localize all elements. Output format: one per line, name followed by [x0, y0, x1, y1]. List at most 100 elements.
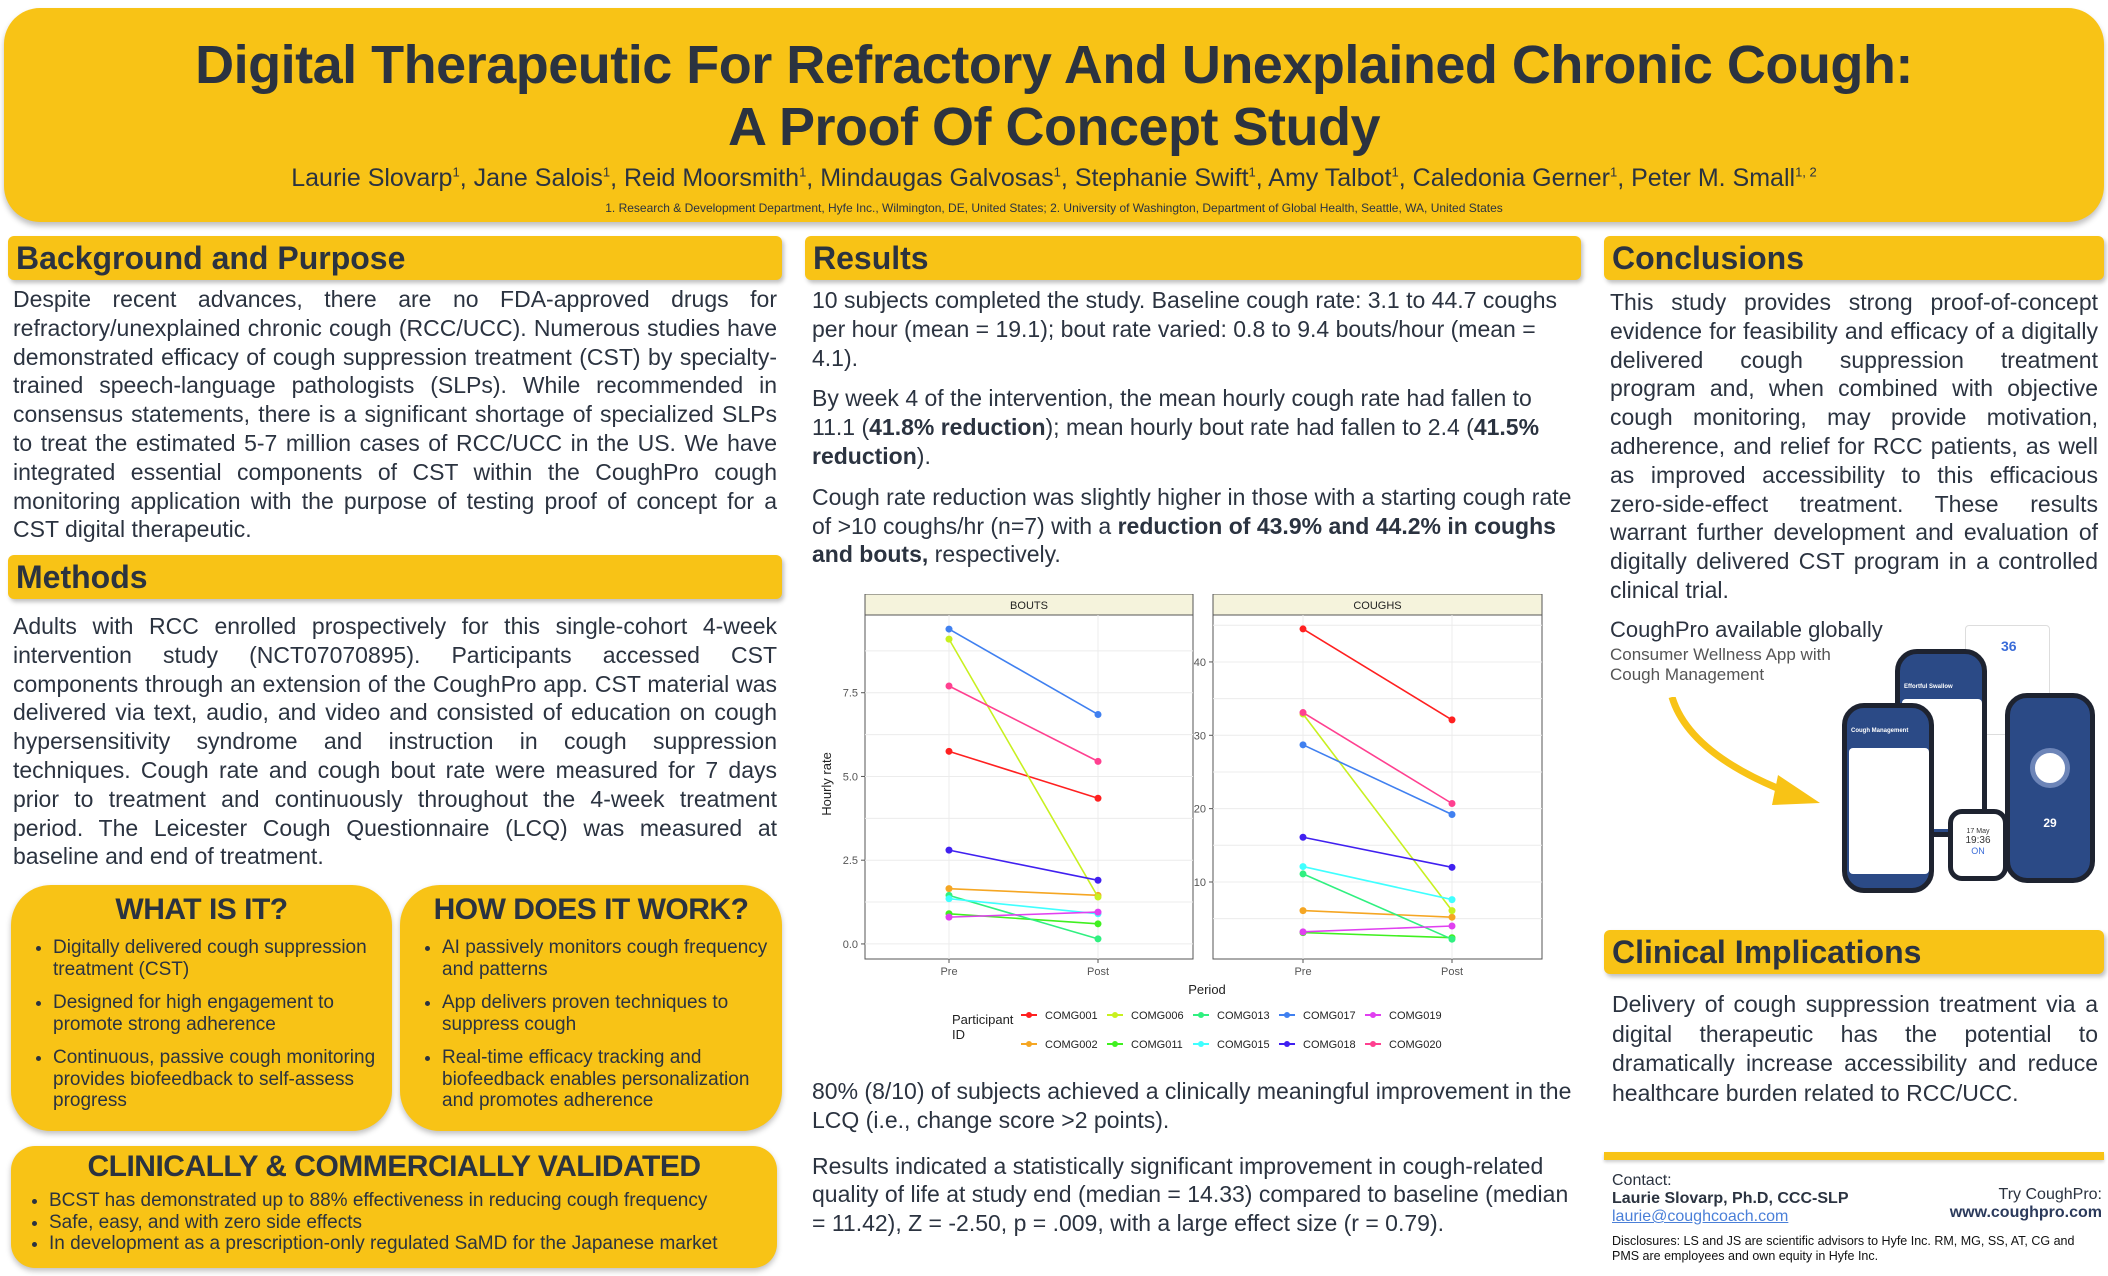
series-line-COMG006 [948, 638, 1099, 898]
results-p3: Cough rate reduction was slightly higher… [812, 483, 1572, 568]
x-tick-label: Pre [940, 966, 957, 978]
list-item: Continuous, passive cough monitoring pro… [53, 1047, 392, 1112]
poster-title: Digital Therapeutic For Refractory And U… [195, 35, 1913, 157]
series-line-COMG011 [1302, 931, 1453, 939]
panel-title: COUGHS [1353, 600, 1401, 612]
data-point-COMG019-post [1094, 908, 1102, 916]
data-point-COMG013-pre [1299, 870, 1307, 878]
x-tick-label: Pre [1294, 966, 1311, 978]
data-point-COMG015-pre [945, 895, 953, 903]
data-point-COMG002-pre [945, 885, 953, 893]
series-line-COMG002 [1302, 909, 1453, 918]
what-is-it-heading: WHAT IS IT? [115, 893, 288, 926]
series-line-COMG002 [948, 887, 1099, 897]
data-point-COMG006-post [1448, 907, 1456, 915]
series-line-COMG018 [948, 849, 1099, 882]
data-point-COMG002-pre [1299, 907, 1307, 915]
legend-marker [1198, 1041, 1204, 1047]
author: Stephanie Swift1 [1074, 164, 1256, 192]
data-point-COMG018-post [1448, 863, 1456, 871]
author: Mindaugas Galvosas1 [820, 164, 1061, 192]
panel-plot-area [1212, 614, 1543, 960]
author: Amy Talbot1 [1268, 164, 1399, 192]
series-line-COMG015 [948, 897, 1099, 915]
series-line-COMG013 [948, 894, 1099, 940]
legend-label: COMG018 [1303, 1039, 1356, 1051]
methods-heading: Methods [8, 555, 782, 599]
legend-label: COMG019 [1389, 1010, 1442, 1022]
contact-name: Laurie Slovarp, Ph.D, CCC-SLP [1612, 1190, 1849, 1207]
author: Caledonia Gerner1 [1412, 164, 1618, 192]
legend-marker [1026, 1012, 1032, 1018]
x-tick-label: Post [1441, 966, 1463, 978]
results-p1: 10 subjects completed the study. Baselin… [812, 287, 1557, 371]
legend-marker [1284, 1041, 1290, 1047]
data-point-COMG020-pre [1299, 709, 1307, 717]
try-label: Try CoughPro: [1998, 1186, 2102, 1203]
data-point-COMG020-post [1094, 757, 1102, 765]
phone-cough-management: Cough Management [1842, 703, 1934, 893]
panel-title: BOUTS [1010, 600, 1048, 612]
contact-email-link[interactable]: laurie@coughcoach.com [1612, 1208, 1789, 1225]
legend-marker [1112, 1012, 1118, 1018]
legend-label: COMG006 [1131, 1010, 1184, 1022]
data-point-COMG001-post [1094, 794, 1102, 802]
what-is-it-box: WHAT IS IT? Digitally delivered cough su… [11, 885, 392, 1131]
data-point-COMG019-pre [945, 913, 953, 921]
data-point-COMG018-post [1094, 876, 1102, 884]
series-line-COMG020 [948, 685, 1099, 763]
promo-subtitle: Consumer Wellness App with Cough Manageme… [1610, 645, 1831, 684]
legend-marker [1112, 1041, 1118, 1047]
series-line-COMG018 [1302, 836, 1453, 869]
series-line-COMG001 [1302, 628, 1453, 721]
data-point-COMG013-post [1448, 935, 1456, 943]
how-it-works-heading: HOW DOES IT WORK? [433, 893, 749, 926]
x-tick-label: Post [1087, 966, 1109, 978]
y-tick-label: 10 [1194, 877, 1206, 889]
conclusions-heading: Conclusions [1604, 236, 2104, 280]
data-point-COMG017-pre [1299, 741, 1307, 749]
data-point-COMG017-pre [945, 625, 953, 633]
data-point-COMG017-post [1448, 811, 1456, 819]
results-chart: BOUTS 0.0 2.5 5.0 7.5 Pre Post COUGHS 10 20 30 40 Pr… [819, 594, 1543, 1051]
data-point-COMG020-pre [945, 682, 953, 690]
how-it-works-box: HOW DOES IT WORK? AI passively monitors … [400, 885, 782, 1131]
data-point-COMG006-post [1094, 893, 1102, 901]
series-line-COMG017 [1302, 744, 1453, 816]
affiliations: 1. Research & Development Department, Hy… [605, 201, 1503, 215]
list-item: In development as a prescription-only re… [49, 1233, 777, 1255]
series-line-COMG019 [1302, 925, 1453, 933]
divider [1604, 1152, 2104, 1160]
validated-heading: CLINICALLY & COMMERCIALLY VALIDATED [87, 1150, 701, 1183]
y-axis-label: Hourly rate [819, 752, 834, 816]
contact-section: Contact: Laurie Slovarp, Ph.D, CCC-SLP l… [1612, 1172, 2102, 1264]
promo-section: CoughPro available globally Consumer Wel… [1610, 617, 2105, 922]
results-text-bottom: 80% (8/10) of subjects achieved a clinic… [812, 1077, 1582, 1250]
website-link[interactable]: www.coughpro.com [1949, 1204, 2102, 1221]
results-text-top: 10 subjects completed the study. Baselin… [812, 286, 1576, 581]
background-heading: Background and Purpose [8, 236, 782, 280]
data-point-COMG001-post [1448, 716, 1456, 724]
x-axis-label: Period [1188, 982, 1226, 997]
series-line-COMG006 [1302, 713, 1453, 912]
legend-marker [1026, 1041, 1032, 1047]
data-point-COMG006-pre [945, 635, 953, 643]
series-line-COMG017 [948, 628, 1099, 716]
legend-label: COMG015 [1217, 1039, 1270, 1051]
legend-label: COMG002 [1045, 1039, 1098, 1051]
arrow-icon [1668, 697, 1820, 805]
series-line-COMG019 [948, 911, 1099, 918]
series-line-COMG020 [1302, 711, 1453, 805]
phone-monitoring: 29 [2005, 693, 2095, 883]
list-item: Safe, easy, and with zero side effects [49, 1212, 777, 1234]
list-item: Real-time efficacy tracking and biofeedb… [442, 1047, 782, 1112]
author: Laurie Slovarp1 [291, 164, 460, 192]
data-point-COMG018-pre [945, 846, 953, 854]
legend-marker [1198, 1012, 1204, 1018]
legend-label: COMG017 [1303, 1010, 1356, 1022]
contact-label: Contact: [1612, 1172, 1672, 1189]
legend-label: COMG011 [1131, 1039, 1183, 1051]
list-item: Digitally delivered cough suppression tr… [53, 937, 392, 980]
legend-title: Participant [952, 1012, 1014, 1027]
data-point-COMG020-post [1448, 800, 1456, 808]
